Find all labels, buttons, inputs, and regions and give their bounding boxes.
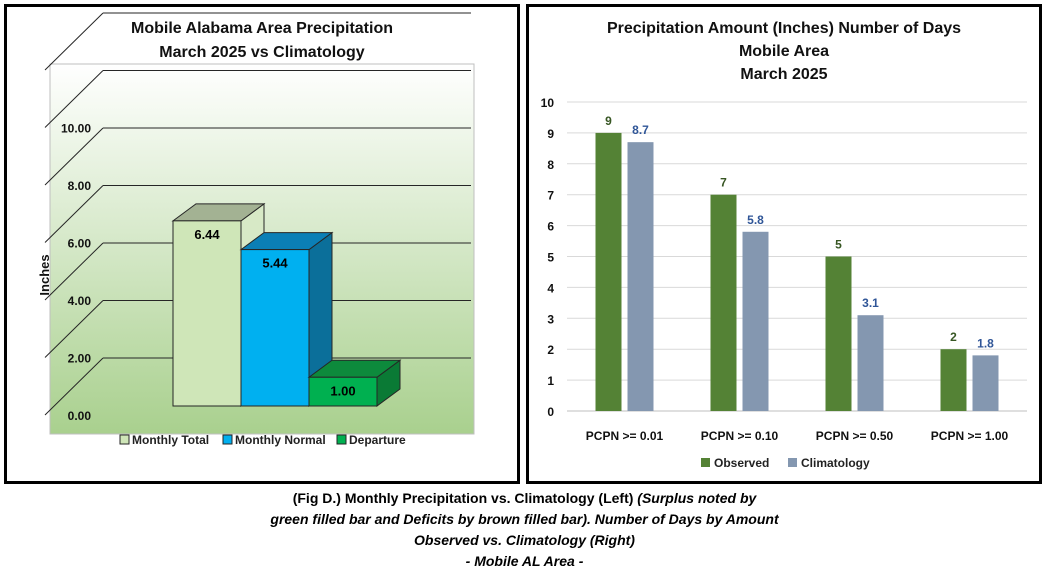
legend-label: Departure (349, 433, 406, 447)
legend-label: Monthly Total (132, 433, 209, 447)
x-category-label: PCPN >= 0.01 (586, 429, 664, 443)
bar-climatology-4 (972, 355, 999, 411)
right-legend: Observed Climatology (701, 456, 870, 470)
left-chart-panel: Mobile Alabama Area Precipitation March … (4, 4, 520, 484)
grid-diagonal (44, 357, 104, 416)
bar-climatology-1 (627, 142, 654, 412)
right-chart-date: March 2025 (740, 66, 828, 83)
y-tick-label: 9 (547, 127, 554, 141)
y-tick-label: 0 (547, 405, 554, 419)
y-tick-label: 3 (547, 312, 554, 326)
y-tick-label: 7 (547, 189, 554, 203)
legend-item: Monthly Total (119, 433, 209, 447)
bar-value-label: 8.7 (632, 123, 649, 137)
x-category-label: PCPN >= 0.10 (701, 429, 779, 443)
grid-diagonal (44, 70, 104, 128)
y-tick-label: 1 (547, 374, 554, 388)
y-tick-label: 6.00 (68, 237, 92, 251)
legend-item: Monthly Normal (222, 433, 326, 447)
bar-value-label: 5.44 (262, 256, 288, 271)
y-tick-label: 5 (547, 251, 554, 265)
bar-value-label: 7 (720, 176, 727, 190)
bar-value-label: 1.8 (977, 336, 994, 350)
bar-departure: 1.00 (307, 359, 402, 407)
bar-value-label: 5 (835, 238, 842, 252)
y-tick-label: 4 (547, 281, 554, 295)
left-chart: 0.00 2.00 4.00 6.00 8.00 10.00 6.44 5.44 1.00 I… (37, 12, 475, 447)
y-axis-title: Inches (37, 254, 52, 295)
legend-item: Departure (336, 433, 406, 447)
legend-swatch (119, 434, 130, 445)
caption-line-1: (Fig D.) Monthly Precipitation vs. Clima… (292, 490, 638, 506)
y-tick-label: 2.00 (68, 352, 92, 366)
y-tick-label: 2 (547, 343, 554, 357)
right-chart-panel: Precipitation Amount (Inches) Number of … (526, 4, 1042, 484)
y-tick-label: 10 (541, 96, 555, 110)
left-chart-title: Mobile Alabama Area Precipitation (131, 20, 393, 37)
legend-swatch (788, 458, 797, 467)
bar-value-label: 3.1 (862, 296, 879, 310)
caption-line-2: green filled bar and Deficits by brown f… (270, 511, 779, 527)
bar-value-label: 2 (950, 330, 957, 344)
y-tick-label: 10.00 (61, 122, 91, 136)
legend-swatch (701, 458, 710, 467)
y-tick-label: 8.00 (68, 179, 92, 193)
bar-value-label: 6.44 (194, 227, 220, 242)
caption-line-3: Observed vs. Climatology (Right) (414, 532, 635, 548)
y-tick-label: 4.00 (68, 294, 92, 308)
legend-swatch (336, 434, 347, 445)
bar-observed-4 (940, 349, 967, 411)
legend-item: Observed (701, 456, 769, 470)
bar-front-face (308, 376, 378, 407)
legend-item: Climatology (788, 456, 870, 470)
grid-diagonal (44, 300, 104, 358)
caption-line-4: - Mobile AL Area - (465, 553, 584, 569)
bar-climatology-3 (857, 315, 884, 411)
grid-diagonal (44, 185, 104, 243)
bar-front-face (172, 220, 242, 407)
right-chart: 0 1 2 3 4 5 6 7 8 9 10 9 8.7 PCPN >= 0.01 7 5.8 PCPN >=… (541, 96, 1027, 470)
figure-caption: (Fig D.) Monthly Precipitation vs. Clima… (0, 488, 1049, 572)
bar-observed-2 (710, 194, 737, 411)
bar-observed-3 (825, 256, 852, 411)
legend-label: Climatology (801, 456, 870, 470)
y-tick-label: 6 (547, 220, 554, 234)
y-tick-label: 8 (547, 158, 554, 172)
left-chart-subtitle: March 2025 vs Climatology (159, 44, 365, 61)
x-category-label: PCPN >= 0.50 (816, 429, 894, 443)
bar-front-face (240, 249, 310, 407)
y-tick-label: 0.00 (68, 409, 92, 423)
right-chart-subtitle: Mobile Area (738, 43, 830, 60)
bar-value-label: 5.8 (747, 213, 764, 227)
legend-label: Monthly Normal (235, 433, 326, 447)
grid-diagonal (44, 12, 104, 71)
right-chart-title: Precipitation Amount (Inches) Number of … (606, 20, 962, 37)
caption-line-1-italic: (Surplus noted by (637, 490, 757, 506)
x-category-label: PCPN >= 1.00 (931, 429, 1009, 443)
bar-observed-1 (595, 132, 622, 411)
bar-value-label: 1.00 (330, 383, 355, 398)
bar-climatology-2 (742, 231, 769, 411)
bar-value-label: 9 (605, 114, 612, 128)
grid-diagonal (44, 127, 104, 186)
legend-swatch (222, 434, 233, 445)
legend-label: Observed (714, 456, 769, 470)
bar-monthly-normal: 5.44 (239, 231, 334, 407)
grid-diagonal (44, 242, 104, 301)
left-legend: Monthly Total Monthly Normal Departure (119, 433, 406, 447)
